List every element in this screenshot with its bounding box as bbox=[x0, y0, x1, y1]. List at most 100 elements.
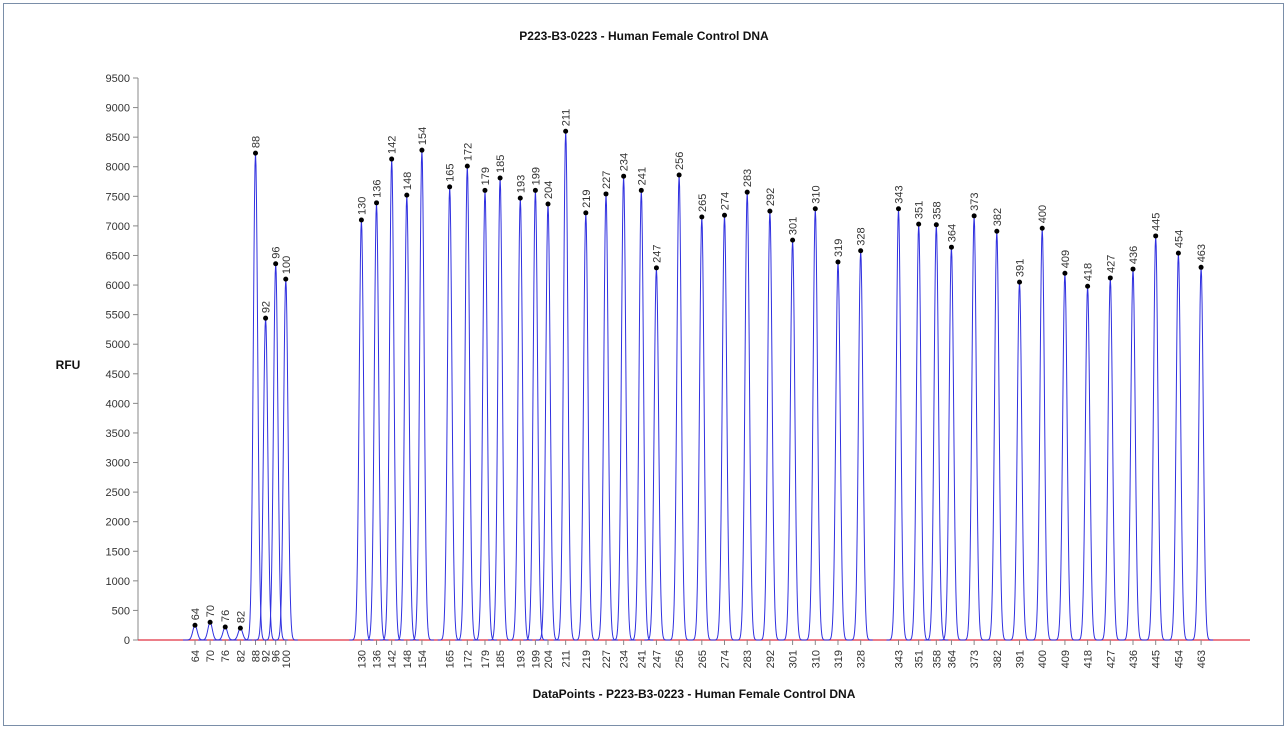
peak-marker bbox=[263, 315, 269, 321]
peak-marker bbox=[222, 624, 228, 630]
peak-marker bbox=[812, 206, 818, 212]
peak-label: 400 bbox=[1037, 205, 1049, 223]
peak-marker bbox=[404, 192, 410, 198]
peak-marker bbox=[283, 276, 289, 282]
peak-label: 328 bbox=[856, 227, 868, 245]
peak-label: 179 bbox=[480, 167, 492, 185]
peak-marker bbox=[253, 150, 259, 156]
peak-marker bbox=[389, 156, 395, 162]
y-tick-label: 4500 bbox=[106, 369, 130, 381]
x-tick-label: 165 bbox=[445, 650, 457, 668]
peak-marker bbox=[621, 173, 627, 179]
x-axis-title: DataPoints - P223-B3-0223 - Human Female… bbox=[533, 687, 856, 701]
peak-marker bbox=[207, 619, 213, 625]
x-tick-label: 88 bbox=[251, 650, 263, 662]
peak-label: 234 bbox=[619, 153, 631, 171]
peak-label: 256 bbox=[674, 152, 686, 170]
y-tick-label: 5500 bbox=[106, 310, 130, 322]
peak-marker bbox=[517, 195, 523, 201]
peak-marker bbox=[1017, 279, 1023, 285]
y-tick-label: 7500 bbox=[106, 191, 130, 203]
x-tick-label: 436 bbox=[1128, 650, 1140, 668]
peak-label: 92 bbox=[261, 301, 273, 313]
peak-marker bbox=[1130, 266, 1136, 272]
peak-marker bbox=[948, 244, 954, 250]
y-tick-label: 2000 bbox=[106, 517, 130, 529]
peak-label: 165 bbox=[445, 163, 457, 181]
y-tick-label: 4000 bbox=[106, 398, 130, 410]
peak-marker bbox=[1085, 283, 1091, 289]
peak-marker bbox=[545, 201, 551, 207]
x-tick-label: 427 bbox=[1105, 650, 1117, 668]
peak-label: 82 bbox=[235, 611, 247, 623]
x-tick-label: 76 bbox=[220, 650, 232, 662]
peak-label: 193 bbox=[515, 175, 527, 193]
peak-marker bbox=[1062, 270, 1068, 276]
peak-label: 64 bbox=[190, 608, 202, 620]
x-tick-label: 382 bbox=[992, 650, 1004, 668]
peak-label: 454 bbox=[1173, 230, 1185, 248]
peak-marker bbox=[638, 187, 644, 193]
peak-label: 364 bbox=[946, 224, 958, 242]
peak-label: 343 bbox=[893, 185, 905, 203]
x-tick-label: 283 bbox=[742, 650, 754, 668]
y-tick-label: 9500 bbox=[106, 73, 130, 85]
x-tick-label: 142 bbox=[387, 650, 399, 668]
x-tick-label: 148 bbox=[402, 650, 414, 668]
peak-label: 382 bbox=[992, 208, 1004, 226]
y-tick-label: 1500 bbox=[106, 546, 130, 558]
peak-label: 409 bbox=[1060, 250, 1072, 268]
peak-label: 130 bbox=[356, 197, 368, 215]
peak-marker bbox=[1153, 233, 1159, 239]
peak-marker bbox=[994, 228, 1000, 234]
y-tick-label: 5000 bbox=[106, 339, 130, 351]
peak-label: 283 bbox=[742, 169, 754, 187]
peak-label: 391 bbox=[1015, 259, 1027, 277]
peak-marker bbox=[273, 261, 279, 267]
y-axis-title: RFU bbox=[56, 358, 81, 372]
x-tick-label: 319 bbox=[833, 650, 845, 668]
x-tick-label: 463 bbox=[1196, 650, 1208, 668]
x-tick-label: 199 bbox=[530, 650, 542, 668]
peak-label: 211 bbox=[561, 109, 573, 127]
peak-label: 76 bbox=[220, 610, 232, 622]
x-tick-label: 445 bbox=[1151, 650, 1163, 668]
peak-marker bbox=[374, 200, 380, 206]
x-tick-label: 154 bbox=[417, 650, 429, 668]
y-tick-label: 8500 bbox=[106, 132, 130, 144]
peak-label: 274 bbox=[720, 192, 732, 210]
peak-label: 148 bbox=[402, 172, 414, 190]
x-tick-label: 409 bbox=[1060, 650, 1072, 668]
peak-marker bbox=[1198, 264, 1204, 270]
peak-marker bbox=[653, 265, 659, 271]
x-tick-label: 373 bbox=[969, 650, 981, 668]
x-tick-label: 219 bbox=[581, 650, 593, 668]
peak-label: 172 bbox=[462, 143, 474, 161]
peak-label: 241 bbox=[636, 167, 648, 185]
peak-marker bbox=[933, 222, 939, 228]
peak-marker bbox=[419, 147, 425, 153]
peak-marker bbox=[916, 221, 922, 227]
peak-label: 463 bbox=[1196, 244, 1208, 262]
x-tick-label: 454 bbox=[1173, 650, 1185, 668]
x-tick-label: 96 bbox=[271, 650, 283, 662]
x-tick-label: 247 bbox=[651, 650, 663, 668]
peak-marker bbox=[895, 206, 901, 212]
chart-title: P223-B3-0223 - Human Female Control DNA bbox=[519, 29, 769, 43]
peak-marker bbox=[744, 189, 750, 195]
peak-label: 219 bbox=[581, 190, 593, 208]
x-tick-label: 179 bbox=[480, 650, 492, 668]
x-tick-label: 351 bbox=[914, 650, 926, 668]
x-tick-label: 265 bbox=[697, 650, 709, 668]
peak-label: 445 bbox=[1151, 213, 1163, 231]
peak-marker bbox=[858, 248, 864, 254]
x-tick-label: 391 bbox=[1015, 650, 1027, 668]
peak-marker bbox=[583, 210, 589, 216]
peak-label: 373 bbox=[969, 192, 981, 210]
peak-label: 351 bbox=[914, 201, 926, 219]
x-tick-label: 130 bbox=[356, 650, 368, 668]
x-tick-label: 92 bbox=[261, 650, 273, 662]
x-tick-label: 100 bbox=[281, 650, 293, 668]
y-tick-label: 6500 bbox=[106, 250, 130, 262]
